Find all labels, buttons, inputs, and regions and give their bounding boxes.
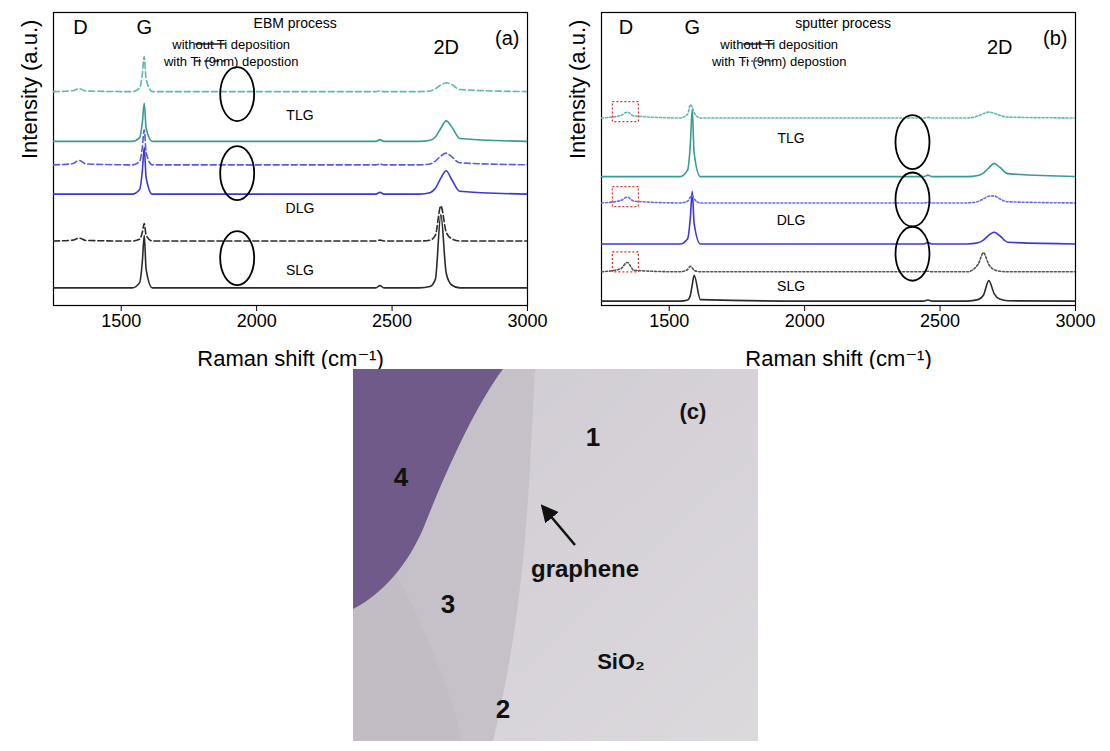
svg-text:Intensity (a.u.): Intensity (a.u.) [565, 20, 590, 159]
svg-text:with Ti (9nm) depostion: with Ti (9nm) depostion [163, 54, 298, 69]
svg-text:(c): (c) [679, 399, 706, 424]
svg-text:Intensity (a.u.): Intensity (a.u.) [17, 20, 42, 159]
svg-text:G: G [136, 16, 152, 38]
svg-text:Raman shift (cm⁻¹): Raman shift (cm⁻¹) [745, 346, 931, 370]
svg-text:1: 1 [585, 422, 599, 452]
svg-text:G: G [684, 16, 700, 38]
svg-text:1500: 1500 [649, 311, 689, 331]
svg-text:(b): (b) [1043, 27, 1067, 49]
svg-text:DLG: DLG [777, 212, 806, 228]
svg-text:SLG: SLG [286, 262, 314, 278]
svg-text:SLG: SLG [777, 278, 805, 294]
svg-text:graphene: graphene [530, 555, 638, 582]
svg-text:(a): (a) [495, 27, 519, 49]
svg-text:1500: 1500 [101, 311, 141, 331]
svg-text:without Ti deposition: without Ti deposition [171, 37, 290, 52]
svg-text:2D: 2D [987, 36, 1013, 58]
svg-text:D: D [73, 16, 87, 38]
svg-text:TLG: TLG [286, 107, 313, 123]
svg-text:D: D [619, 16, 633, 38]
svg-text:DLG: DLG [286, 200, 315, 216]
svg-text:2500: 2500 [920, 311, 960, 331]
svg-text:2000: 2000 [785, 311, 825, 331]
svg-text:without Ti deposition: without Ti deposition [719, 37, 838, 52]
svg-text:sputter process: sputter process [795, 15, 891, 31]
svg-text:2500: 2500 [372, 311, 412, 331]
svg-text:3000: 3000 [507, 311, 547, 331]
svg-text:2: 2 [495, 694, 509, 724]
svg-text:SiO₂: SiO₂ [597, 649, 645, 674]
svg-text:EBM process: EBM process [254, 15, 337, 31]
svg-text:2D: 2D [433, 36, 459, 58]
svg-text:4: 4 [393, 462, 408, 492]
svg-text:3000: 3000 [1055, 311, 1095, 331]
svg-text:3: 3 [440, 589, 454, 619]
svg-text:TLG: TLG [777, 130, 804, 146]
svg-text:Raman shift (cm⁻¹): Raman shift (cm⁻¹) [197, 346, 383, 370]
svg-text:with Ti (9nm) depostion: with Ti (9nm) depostion [711, 54, 846, 69]
svg-text:2000: 2000 [237, 311, 277, 331]
